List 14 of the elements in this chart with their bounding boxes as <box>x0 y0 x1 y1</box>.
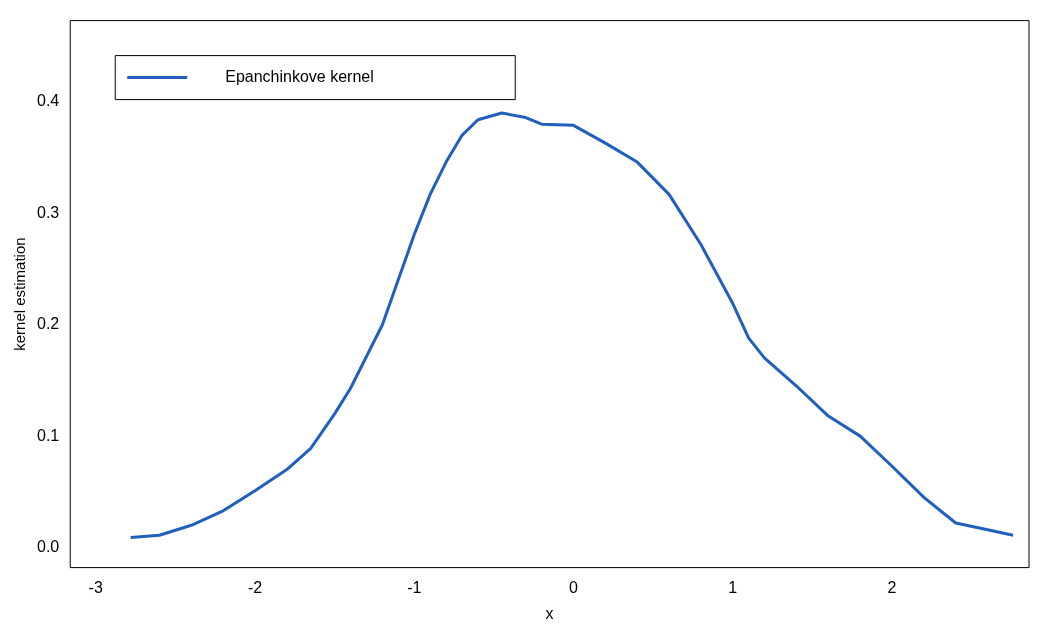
y-tick-label: 0.2 <box>36 315 60 333</box>
x-tick-label: 0 <box>569 578 579 596</box>
x-tick-label: -2 <box>247 578 263 596</box>
y-tick-label: 0.1 <box>36 426 60 444</box>
y-tick-label: 0.3 <box>36 203 60 221</box>
legend-label: Epanchinkove kernel <box>225 68 374 86</box>
y-tick-label: 0.0 <box>36 537 60 555</box>
x-tick-label: 2 <box>887 578 897 596</box>
y-axis-title: kernel estimation <box>11 237 29 351</box>
y-tick-label: 0.4 <box>36 92 60 110</box>
x-axis-title: x <box>545 604 554 622</box>
x-tick-label: -1 <box>407 578 422 596</box>
x-tick-label: -3 <box>88 578 103 596</box>
x-tick-label: 1 <box>728 578 738 596</box>
